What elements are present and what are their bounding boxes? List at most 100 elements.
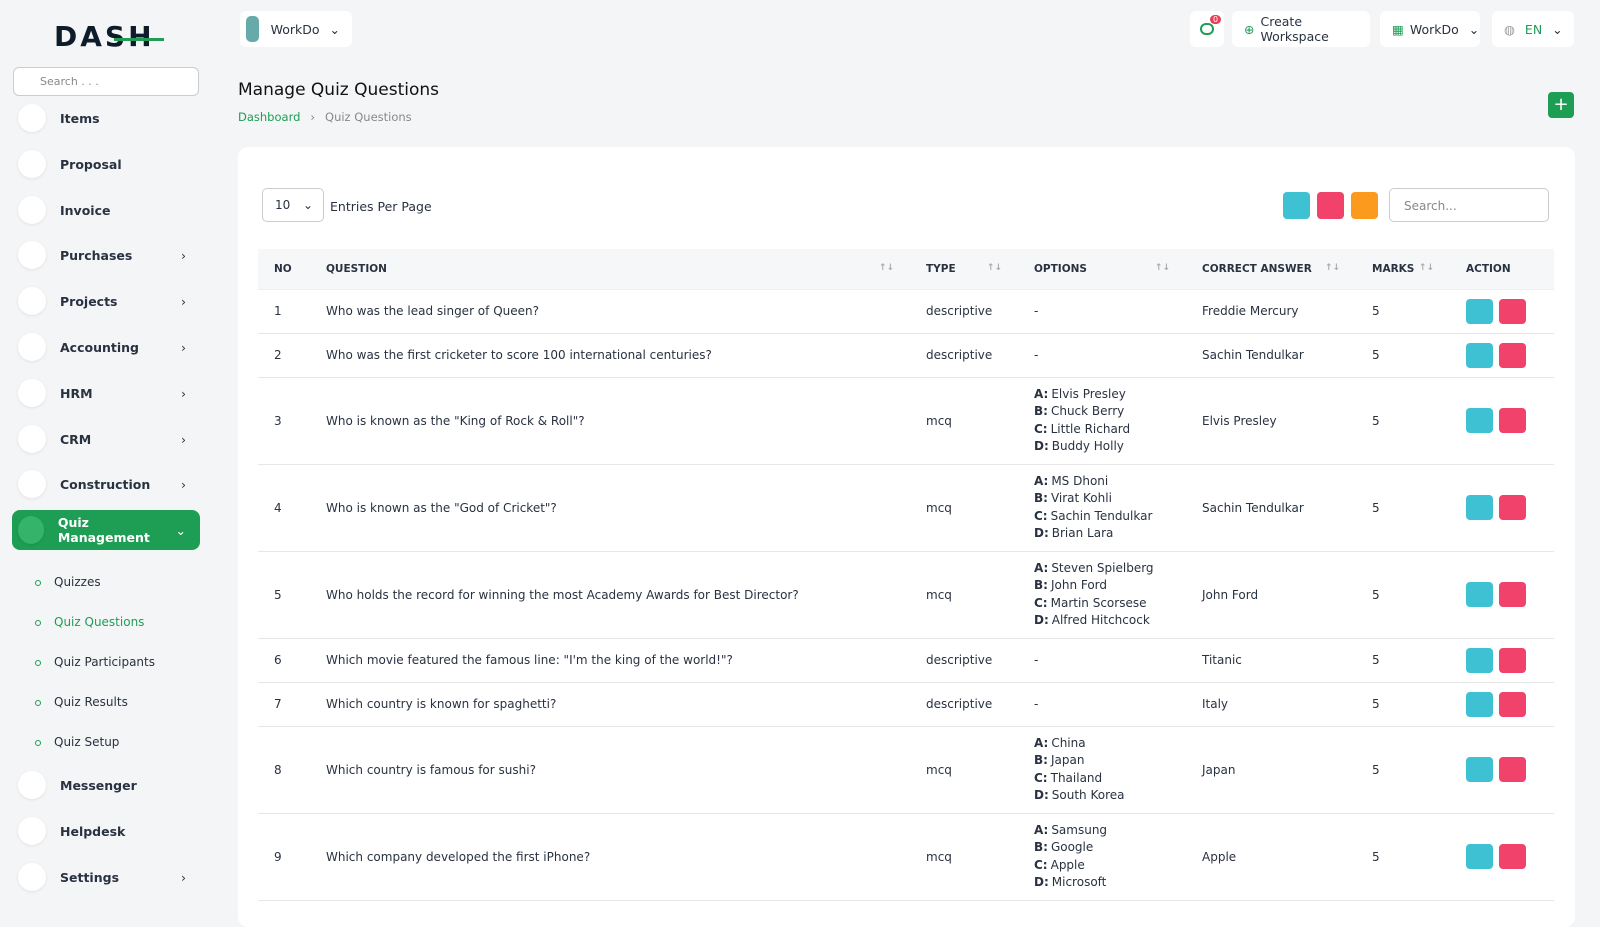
export-button[interactable] — [1283, 192, 1310, 219]
nav-item[interactable]: Accounting › — [12, 327, 200, 367]
sub-nav-item[interactable]: Quiz Setup — [34, 735, 120, 749]
column-title: CORRECT ANSWER — [1202, 262, 1312, 275]
delete-button[interactable] — [1499, 757, 1526, 782]
grid-icon: ▦ — [1392, 21, 1404, 37]
option-text: Martin Scorsese — [1050, 595, 1147, 610]
row-number: 9 — [258, 813, 310, 901]
nav-icon — [18, 771, 46, 799]
option-key: A: — [1034, 735, 1049, 750]
question: Which company developed the first iPhone… — [310, 813, 910, 901]
sort-icon: ↑↓ — [1154, 262, 1170, 273]
nav-item[interactable]: Projects › — [12, 281, 200, 321]
sidebar-search[interactable]: Search . . . — [13, 67, 199, 96]
nav-item[interactable]: Proposal — [12, 144, 200, 184]
brand-logo[interactable]: DASH — [54, 20, 164, 53]
delete-button[interactable] — [1499, 582, 1526, 607]
question-type: mcq — [910, 464, 1018, 552]
nav-item[interactable]: CRM › — [12, 419, 200, 459]
sub-nav-item[interactable]: Quizzes — [35, 575, 101, 589]
chat-icon — [1200, 23, 1214, 35]
plus-icon: ⊕ — [1244, 21, 1255, 37]
option-text: South Korea — [1051, 788, 1125, 802]
option: C: Little Richard — [1034, 421, 1170, 439]
edit-button[interactable] — [1466, 582, 1493, 607]
row-number: 2 — [258, 333, 310, 378]
option-key: B: — [1034, 404, 1048, 418]
delete-button[interactable] — [1499, 342, 1526, 368]
nav-item[interactable]: Invoice — [12, 190, 200, 230]
edit-button[interactable] — [1466, 647, 1493, 673]
delete-button[interactable] — [1499, 647, 1526, 673]
delete-button[interactable] — [1499, 298, 1526, 324]
question: Which country is known for spaghetti? — [310, 682, 910, 727]
reset-button[interactable] — [1317, 192, 1344, 219]
edit-button[interactable] — [1466, 757, 1493, 782]
delete-button[interactable] — [1499, 408, 1526, 433]
option: A: China — [1034, 735, 1170, 753]
messages-button[interactable]: 0 — [1190, 11, 1224, 47]
nav-item[interactable]: Purchases › — [12, 235, 200, 275]
delete-button[interactable] — [1499, 495, 1526, 520]
row-number: 6 — [258, 638, 310, 683]
add-button[interactable]: + — [1548, 92, 1574, 118]
table-card: 10 ⌄ Entries Per Page Search... NO QUESTIO… — [238, 147, 1575, 927]
nav-item[interactable]: Construction › — [12, 464, 200, 504]
nav-icon — [18, 379, 46, 407]
option: C: Apple — [1034, 857, 1170, 875]
marks: 5 — [1356, 551, 1450, 639]
language-menu[interactable]: ◍ EN ⌄ — [1492, 11, 1574, 47]
nav-item[interactable]: Quiz Management ⌄ — [12, 510, 200, 550]
option: B: Virat Kohli — [1034, 490, 1170, 508]
question-type: descriptive — [910, 638, 1018, 683]
delete-button[interactable] — [1499, 844, 1526, 869]
entries-select[interactable]: 10 ⌄ — [262, 188, 324, 222]
option-text: Elvis Presley — [1051, 386, 1126, 401]
breadcrumb-link[interactable]: Dashboard — [238, 110, 301, 124]
sub-nav-item[interactable]: Quiz Participants — [35, 655, 155, 669]
edit-button[interactable] — [1466, 691, 1493, 717]
actions — [1450, 638, 1554, 683]
correct-answer: Japan — [1186, 726, 1356, 814]
table-search[interactable]: Search... — [1389, 188, 1549, 222]
actions — [1450, 464, 1554, 552]
nav-item[interactable]: Helpdesk — [12, 811, 200, 851]
nav-label: CRM — [60, 431, 92, 447]
option: D: Alfred Hitchcock — [1034, 612, 1170, 630]
refresh-button[interactable] — [1351, 192, 1378, 219]
option-text: Sachin Tendulkar — [1050, 508, 1153, 523]
option-key: A: — [1034, 822, 1049, 837]
edit-button[interactable] — [1466, 495, 1493, 520]
nav-item[interactable]: Messenger — [12, 765, 200, 805]
column-title: NO — [274, 262, 292, 275]
nav-item[interactable]: Items — [12, 98, 200, 138]
caret: ⌄ — [329, 21, 340, 37]
nav-label: Projects — [60, 293, 118, 309]
workspace-switcher[interactable]: WorkDo ⌄ — [240, 11, 352, 47]
nav-item[interactable]: HRM › — [12, 373, 200, 413]
option: D: Microsoft — [1034, 874, 1170, 892]
option-text: Google — [1050, 840, 1094, 854]
edit-button[interactable] — [1466, 298, 1493, 324]
workspace-icon — [246, 16, 259, 42]
sub-nav-item[interactable]: Quiz Results — [35, 695, 128, 709]
edit-button[interactable] — [1466, 844, 1493, 869]
option: D: Brian Lara — [1034, 525, 1170, 543]
delete-button[interactable] — [1499, 691, 1526, 717]
options: - — [1018, 682, 1186, 727]
option-key: C: — [1034, 857, 1048, 872]
option-key: D: — [1034, 788, 1049, 802]
option-key: B: — [1034, 578, 1048, 592]
create-workspace-button[interactable]: ⊕ Create Workspace — [1232, 11, 1370, 47]
user-menu[interactable]: ▦ WorkDo ⌄ — [1380, 11, 1480, 47]
marks: 5 — [1356, 682, 1450, 727]
edit-button[interactable] — [1466, 342, 1493, 368]
option-text: Brian Lara — [1051, 526, 1114, 540]
edit-button[interactable] — [1466, 408, 1493, 433]
nav-label: Accounting — [60, 339, 139, 355]
table-row: 3 Who is known as the "King of Rock & Rol… — [258, 377, 1554, 465]
sub-nav-item[interactable]: Quiz Questions — [34, 615, 145, 629]
column-title: MARKS — [1372, 262, 1415, 275]
nav-item[interactable]: Settings › — [12, 857, 200, 897]
language: EN — [1524, 21, 1543, 37]
option: B: Google — [1034, 839, 1170, 857]
